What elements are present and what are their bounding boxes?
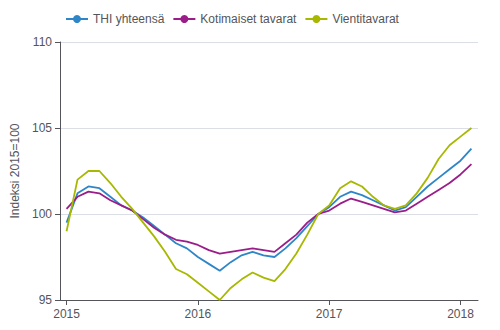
svg-text:2018: 2018 [447, 307, 474, 321]
svg-text:Vientitavarat: Vientitavarat [332, 12, 399, 26]
svg-text:2015: 2015 [53, 307, 80, 321]
svg-text:2016: 2016 [185, 307, 212, 321]
svg-text:100: 100 [32, 207, 52, 221]
svg-text:Indeksi 2015=100: Indeksi 2015=100 [8, 123, 22, 218]
svg-text:2017: 2017 [316, 307, 343, 321]
svg-text:THI yhteensä: THI yhteensä [93, 12, 165, 26]
svg-text:110: 110 [33, 35, 52, 49]
svg-text:Kotimaiset tavarat: Kotimaiset tavarat [200, 12, 297, 26]
svg-text:105: 105 [32, 121, 52, 135]
svg-text:95: 95 [39, 293, 53, 307]
